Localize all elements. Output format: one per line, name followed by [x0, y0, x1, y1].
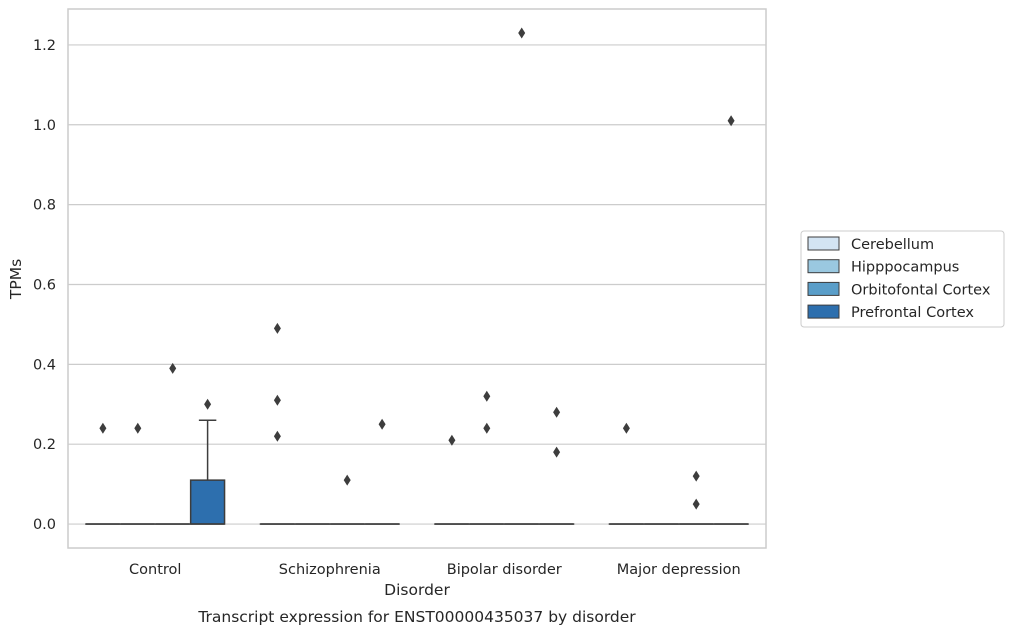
- outlier-point: [727, 115, 735, 127]
- plot-frame: [67, 8, 767, 549]
- legend: Cerebellum Hipppocampus Orbitofontal Corte…: [800, 230, 1005, 328]
- outlier-point: [273, 322, 281, 334]
- outlier-point: [518, 27, 526, 39]
- x-axis-title: Disorder: [384, 581, 450, 599]
- outlier-point: [622, 422, 630, 434]
- box: [189, 479, 226, 525]
- legend-frame: [800, 230, 1005, 328]
- y-tick-label: 0.4: [33, 357, 56, 373]
- outlier-point: [483, 390, 491, 402]
- legend-label: Prefrontal Cortex: [851, 305, 974, 321]
- outlier-point: [553, 446, 561, 458]
- legend-swatch: [807, 259, 840, 274]
- outlier-point: [692, 470, 700, 482]
- outlier-point: [553, 406, 561, 418]
- gridlines: [68, 44, 766, 525]
- x-tick-label: Bipolar disorder: [447, 562, 562, 578]
- outlier-point: [99, 422, 107, 434]
- outlier-point: [343, 474, 351, 486]
- box-plot-series: [85, 27, 749, 525]
- outlier-point: [448, 434, 456, 446]
- x-tick-label: Major depression: [617, 562, 741, 578]
- legend-label: Hipppocampus: [851, 260, 959, 276]
- y-tick-label: 0.8: [33, 198, 56, 214]
- outlier-point: [273, 394, 281, 406]
- legend-swatch: [807, 236, 840, 251]
- chart-caption: Transcript expression for ENST0000043503…: [197, 608, 636, 626]
- outlier-point: [204, 398, 212, 410]
- y-axis-ticks: 0.0 0.2 0.4 0.6 0.8 1.0 1.2: [33, 38, 56, 533]
- y-tick-label: 1.0: [33, 118, 56, 134]
- legend-swatch: [807, 281, 840, 296]
- x-tick-label: Schizophrenia: [279, 562, 381, 578]
- outlier-point: [134, 422, 142, 434]
- y-tick-label: 0.0: [33, 517, 56, 533]
- x-tick-label: Control: [129, 562, 181, 578]
- legend-swatch: [807, 304, 840, 319]
- y-tick-label: 0.6: [33, 277, 56, 293]
- outlier-point: [483, 422, 491, 434]
- outlier-point: [169, 362, 177, 374]
- outlier-point: [273, 430, 281, 442]
- y-axis-title: TPMs: [7, 259, 25, 300]
- y-tick-label: 1.2: [33, 38, 56, 54]
- legend-label: Cerebellum: [851, 237, 934, 253]
- legend-label: Orbitofontal Cortex: [851, 282, 991, 298]
- x-axis-ticks: Control Schizophrenia Bipolar disorder Majo…: [129, 562, 741, 578]
- y-tick-label: 0.2: [33, 437, 56, 453]
- outlier-point: [378, 418, 386, 430]
- outlier-point: [692, 498, 700, 510]
